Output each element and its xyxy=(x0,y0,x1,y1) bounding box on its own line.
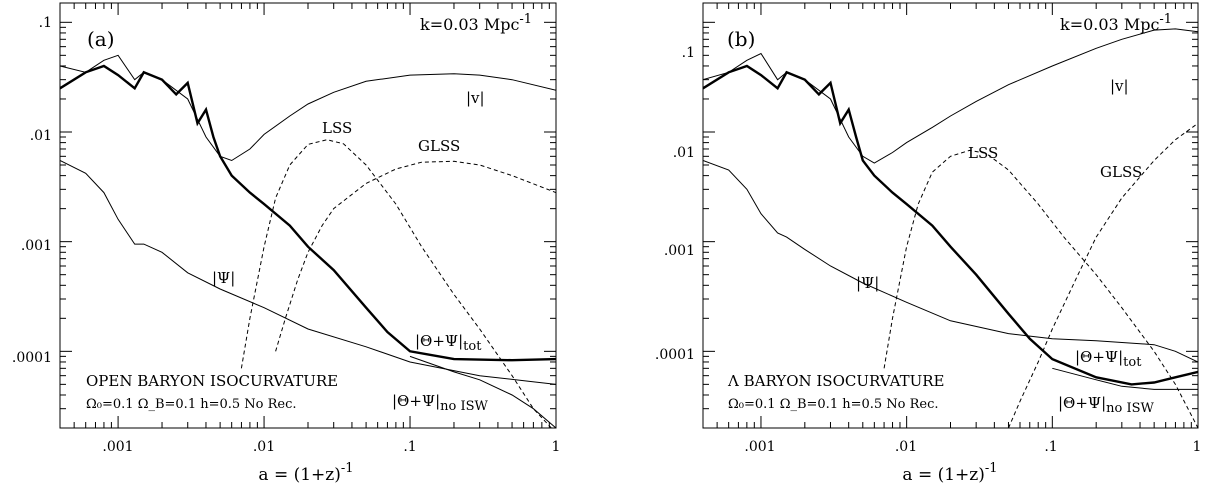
series-line-lss xyxy=(240,139,553,428)
label-noisw-b: |Θ+Ψ|no ISW xyxy=(1058,394,1155,416)
scenario-label-b: Λ BARYON ISOCURVATURE xyxy=(727,372,944,390)
plot-frame-a xyxy=(59,2,557,429)
k-value-label-b: k=0.03 Mpc-1 xyxy=(1060,12,1172,34)
params-label-a: Ω₀=0.1 Ω_B=0.1 h=0.5 No Rec. xyxy=(86,397,297,412)
series-line-tot xyxy=(703,64,1198,386)
x-axis-label-b: a = (1+z)-1 xyxy=(902,461,997,485)
panel-letter-b: (b) xyxy=(727,27,755,51)
label-glss-a: GLSS xyxy=(418,137,460,155)
x-tick-label-b: .001 xyxy=(744,439,775,455)
series-line-glss xyxy=(1008,122,1198,428)
x-tick-label-a: 1 xyxy=(552,439,561,455)
params-label-b: Ω₀=0.1 Ω_B=0.1 h=0.5 No Rec. xyxy=(728,397,939,412)
y-tick-label-b: .001 xyxy=(664,243,695,259)
curves-a xyxy=(60,54,556,428)
y-tick-label-b: .1 xyxy=(682,45,695,61)
label-psi-b: |Ψ| xyxy=(856,274,879,292)
series-line-lss xyxy=(883,149,1198,428)
y-tick-label-b: .0001 xyxy=(655,347,695,363)
panel-b: (b) k=0.03 Mpc-1 .001 .01 .1 1 .1 .01 .0… xyxy=(655,2,1202,485)
series-line-v xyxy=(703,28,1198,164)
series-line-tot xyxy=(60,64,556,362)
y-tick-label-a: .01 xyxy=(30,128,52,144)
x-tick-label-b: .1 xyxy=(1044,439,1057,455)
y-tick-label-a: .001 xyxy=(21,238,52,254)
label-lss-a: LSS xyxy=(322,119,352,137)
series-line- xyxy=(703,160,1198,363)
x-tick-label-b: 1 xyxy=(1193,439,1202,455)
label-psi-a: |Ψ| xyxy=(212,269,235,287)
x-tick-label-a: .01 xyxy=(253,439,275,455)
label-v-a: |v| xyxy=(466,89,485,107)
label-tot-a: |Θ+Ψ|tot xyxy=(415,332,482,354)
panel-a: (a) k=0.03 Mpc-1 .001 .01 .1 1 .1 .01 .0… xyxy=(12,2,561,485)
x-tick-label-b: .01 xyxy=(895,439,917,455)
series-line-v xyxy=(60,54,556,162)
y-tick-label-a: .1 xyxy=(39,15,52,31)
label-glss-b: GLSS xyxy=(1100,163,1142,181)
series-line-noisw xyxy=(1052,367,1198,390)
series-line-glss xyxy=(275,160,556,352)
label-noisw-a: |Θ+Ψ|no ISW xyxy=(392,392,489,414)
x-axis-label-a: a = (1+z)-1 xyxy=(258,461,353,485)
x-tick-label-a: .1 xyxy=(403,439,416,455)
series-line-noisw xyxy=(409,355,556,428)
x-tick-label-a: .001 xyxy=(102,439,133,455)
label-lss-b: LSS xyxy=(968,144,998,162)
label-tot-b: |Θ+Ψ|tot xyxy=(1075,348,1142,370)
axis-ticks-a xyxy=(59,3,557,429)
curves-b xyxy=(703,28,1198,428)
series-line- xyxy=(60,160,556,385)
y-tick-label-a: .0001 xyxy=(12,350,52,366)
y-tick-label-b: .01 xyxy=(673,145,695,161)
panel-letter-a: (a) xyxy=(87,27,115,51)
scenario-label-a: OPEN BARYON ISOCURVATURE xyxy=(86,372,338,390)
k-value-label-a: k=0.03 Mpc-1 xyxy=(420,12,532,34)
axis-ticks-b xyxy=(702,3,1199,429)
label-v-b: |v| xyxy=(1110,77,1129,95)
